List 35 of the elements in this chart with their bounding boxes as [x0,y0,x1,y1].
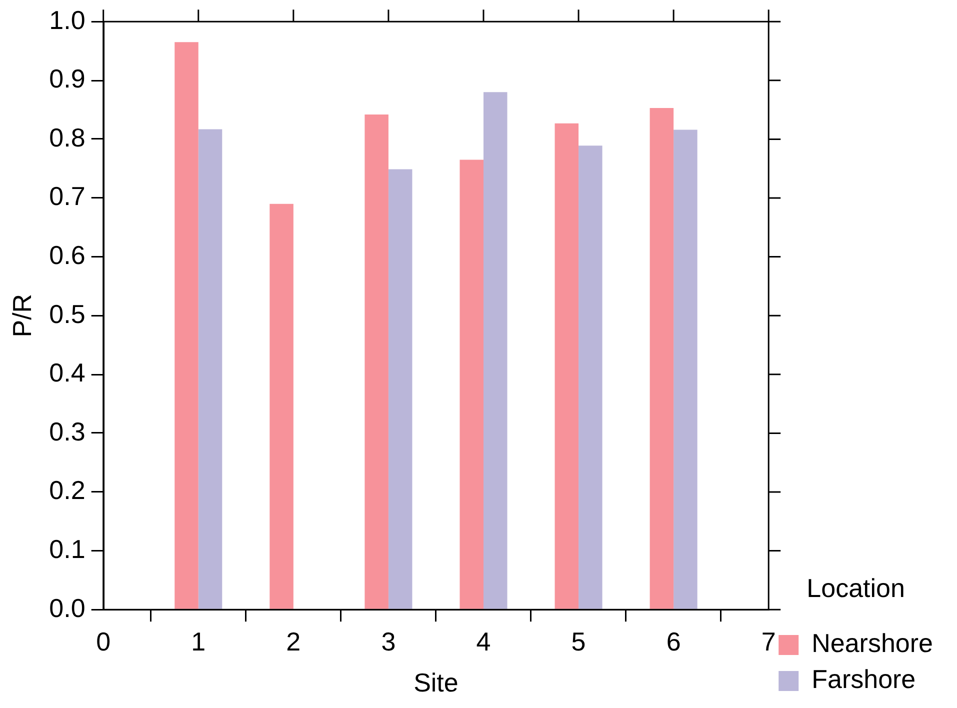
bar [674,130,698,609]
x-tick-label: 5 [571,626,586,656]
y-tick-label: 1.0 [49,4,86,35]
x-tick-label: 3 [381,626,396,656]
bar [198,129,222,609]
bar [270,204,294,609]
bar [578,146,602,609]
x-axis-title: Site [414,668,458,698]
y-tick-label: 0.8 [49,122,86,152]
bar [388,169,412,609]
bar [460,160,484,609]
y-tick-label: 0.7 [49,181,86,212]
bar [174,42,198,609]
x-tick-label: 0 [96,626,111,656]
y-tick-label: 0.1 [49,534,86,564]
x-tick-label: 2 [286,626,301,656]
y-tick-label: 0.6 [49,240,86,270]
x-tick-label: 4 [476,626,491,656]
bar [483,92,508,609]
x-tick-label: 6 [666,626,681,656]
bar [650,108,674,609]
bar [364,114,388,609]
y-axis-title: P/R [6,294,37,338]
y-tick-label: 0.3 [49,416,86,446]
y-tick-label: 0.5 [49,298,86,329]
y-tick-label: 0.4 [49,358,86,388]
x-tick-label: 7 [761,626,776,656]
y-tick-label: 0.0 [49,592,86,623]
legend-label: Nearshore [812,628,934,658]
x-tick-label: 1 [191,626,206,656]
legend-label: Farshore [812,664,916,694]
y-tick-label: 0.9 [49,64,86,94]
legend-title: Location [806,572,905,603]
bar [554,123,579,609]
y-tick-label: 0.2 [49,475,86,506]
